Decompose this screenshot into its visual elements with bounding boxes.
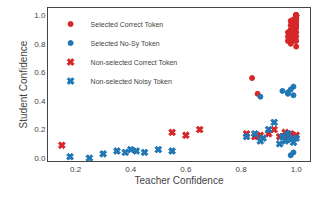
svg-text:0.0: 0.0 [34,154,46,163]
svg-text:0.2: 0.2 [70,165,82,174]
svg-text:Selected Correct Token: Selected Correct Token [91,21,164,28]
svg-text:1.0: 1.0 [34,11,46,20]
svg-text:0.4: 0.4 [125,165,137,174]
svg-text:0.4: 0.4 [34,97,46,106]
svg-text:0.2: 0.2 [34,125,46,134]
svg-text:Non-selected Correct Token: Non-selected Correct Token [91,59,178,66]
svg-text:1.0: 1.0 [291,165,303,174]
svg-text:Student Confidence: Student Confidence [18,40,29,128]
svg-text:Teacher Confidence: Teacher Confidence [135,175,224,186]
svg-text:0.8: 0.8 [34,40,46,49]
svg-text:0.8: 0.8 [235,165,247,174]
svg-text:Non-selected Noisy Token: Non-selected Noisy Token [91,78,172,86]
svg-text:Selected No-Sy Token: Selected No-Sy Token [91,40,160,48]
svg-text:0.6: 0.6 [34,68,46,77]
svg-text:0.6: 0.6 [180,165,192,174]
